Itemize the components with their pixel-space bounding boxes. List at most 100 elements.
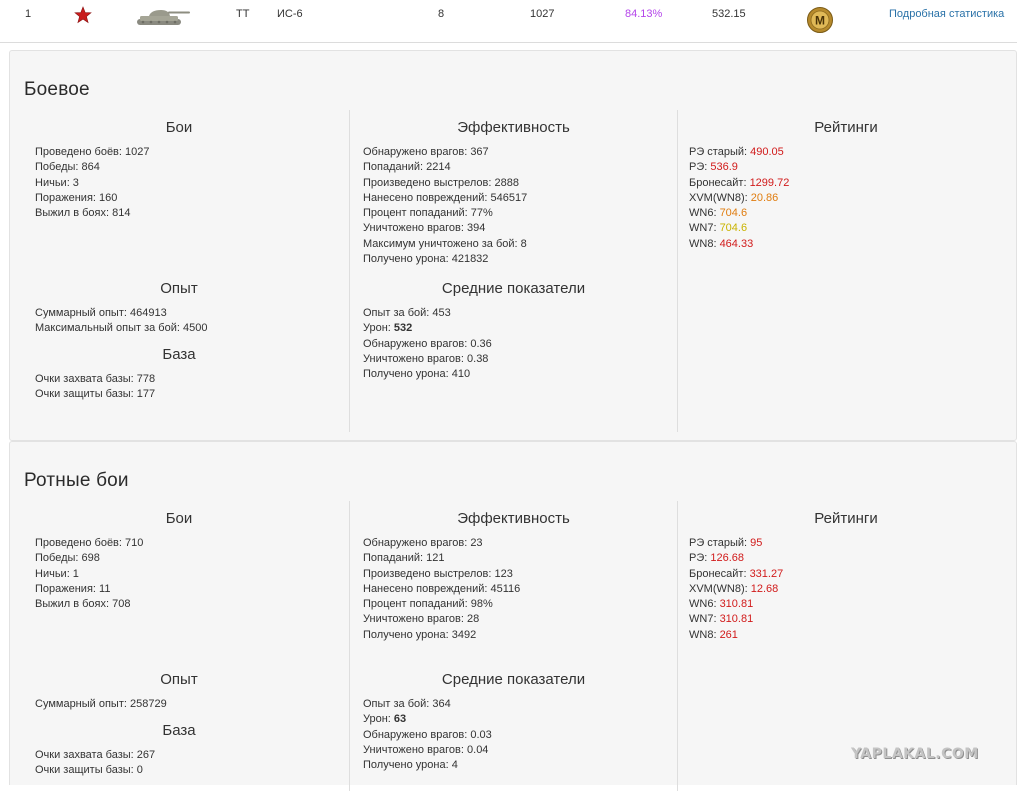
rating-row: WN7: 310.81: [689, 613, 754, 626]
list-item: Проведено боёв: 710: [35, 537, 144, 549]
section-title-averages: Средние показатели: [441, 671, 586, 688]
section-title-averages: Средние показатели: [441, 280, 586, 297]
rating-value: 532.15: [712, 8, 746, 20]
list-item: Произведено выстрелов: 123: [363, 567, 513, 580]
badge-letter: M: [815, 14, 825, 28]
list-item: Получено урона: 410: [363, 368, 471, 381]
list-item: Уничтожено врагов: 0.04: [363, 743, 489, 756]
section-title-experience: Опыт: [160, 671, 198, 688]
rating-row: РЭ: 536.9: [689, 161, 738, 174]
section-title-efficiency: Эффективность: [457, 510, 570, 527]
rating-row: Бронесайт: 331.27: [689, 567, 784, 580]
ratings-list: РЭ старый: 95 РЭ: 126.68 Бронесайт: 331.…: [689, 536, 783, 643]
experience-list: Суммарный опыт: 258729: [35, 697, 167, 712]
rating-value: 95: [750, 537, 763, 549]
list-item: Получено урона: 4: [363, 759, 458, 772]
site-watermark: YAPLAKAL.COM: [851, 746, 979, 762]
list-item: Уничтожено врагов: 0.38: [363, 352, 489, 365]
rating-value: 331.27: [749, 567, 784, 580]
rating-row: РЭ: 126.68: [689, 552, 745, 565]
list-item: Обнаружено врагов: 0.36: [363, 337, 492, 350]
panel-random-battles: Боевое Бои Проведено боёв: 1027 Победы: …: [9, 50, 1017, 441]
panel-title: Ротные бои: [24, 470, 129, 491]
efficiency-list: Обнаружено врагов: 367 Попаданий: 2214 П…: [363, 145, 527, 267]
battles-list: Проведено боёв: 710 Победы: 698 Ничьи: 1…: [35, 536, 143, 612]
column-battles: Бои Проведено боёв: 710 Победы: 698 Ничь…: [10, 501, 348, 791]
rating-value: 310.81: [719, 598, 754, 611]
section-title-ratings: Рейтинги: [814, 119, 878, 136]
list-item: Проведено боёв: 1027: [35, 146, 150, 158]
list-item: Очки захвата базы: 778: [35, 373, 156, 385]
column-efficiency: Эффективность Обнаружено врагов: 367 Поп…: [349, 110, 678, 432]
rating-value: 12.68: [750, 582, 779, 595]
section-title-battles: Бои: [165, 119, 193, 136]
list-item: Очки защиты базы: 177: [35, 388, 156, 401]
rating-value: 310.81: [719, 613, 754, 626]
list-item: Урон: 63: [363, 713, 407, 726]
win-rate: 84.13%: [625, 8, 663, 20]
section-title-base: База: [162, 346, 196, 363]
list-item: Получено урона: 3492: [363, 628, 477, 641]
panel-company-battles: Ротные бои Бои Проведено боёв: 710 Побед…: [9, 441, 1017, 791]
rating-value: 464.33: [719, 237, 754, 250]
section-title-experience: Опыт: [160, 280, 198, 297]
rating-value: 261: [719, 628, 738, 641]
tank-name: ИС-6: [277, 8, 303, 20]
rating-row: WN7: 704.6: [689, 222, 748, 235]
list-item: Обнаружено врагов: 0.03: [363, 728, 492, 741]
ratings-list: РЭ старый: 490.05 РЭ: 536.9 Бронесайт: 1…: [689, 145, 789, 252]
experience-list: Суммарный опыт: 464913 Максимальный опыт…: [35, 306, 207, 337]
rating-row: XVM(WN8): 12.68: [689, 582, 779, 595]
rating-row: WN6: 704.6: [689, 207, 748, 220]
list-item: Произведено выстрелов: 2888: [363, 176, 519, 189]
rank-number: 1: [25, 8, 32, 20]
base-list: Очки захвата базы: 267 Очки защиты базы:…: [35, 748, 155, 779]
tank-silhouette-icon: [135, 6, 191, 28]
tank-summary-row: 1 ТТ ИС-6 8 1027 84.13% 532.15 M Подробн…: [0, 0, 1017, 43]
column-ratings: Рейтинги РЭ старый: 490.05 РЭ: 536.9 Бро…: [677, 110, 1015, 432]
list-item: Обнаружено врагов: 367: [363, 146, 489, 158]
list-item: Опыт за бой: 453: [363, 307, 451, 319]
list-item: Максимальный опыт за бой: 4500: [35, 322, 208, 335]
rating-value: 1299.72: [749, 176, 790, 189]
rating-row: WN8: 464.33: [689, 237, 754, 250]
list-item: Обнаружено врагов: 23: [363, 537, 483, 549]
mastery-badge-icon: M: [806, 6, 834, 34]
list-item: Урон: 532: [363, 322, 413, 335]
list-item: Максимум уничтожено за бой: 8: [363, 237, 527, 250]
rating-value: 704.6: [719, 207, 748, 220]
rating-row: WN6: 310.81: [689, 598, 754, 611]
list-item: Попаданий: 2214: [363, 161, 451, 174]
column-ratings: Рейтинги РЭ старый: 95 РЭ: 126.68 Бронес…: [677, 501, 1015, 791]
rating-row: XVM(WN8): 20.86: [689, 191, 779, 204]
rating-value: 20.86: [750, 191, 779, 204]
list-item: Нанесено повреждений: 45116: [363, 582, 521, 595]
section-title-base: База: [162, 722, 196, 739]
section-title-battles: Бои: [165, 510, 193, 527]
panel-title: Боевое: [24, 79, 90, 100]
list-item: Поражения: 160: [35, 191, 118, 204]
averages-list: Опыт за бой: 364 Урон: 63 Обнаружено вра…: [363, 697, 492, 773]
list-item: Суммарный опыт: 258729: [35, 698, 167, 710]
list-item: Ничьи: 1: [35, 567, 79, 580]
list-item: Опыт за бой: 364: [363, 698, 451, 710]
list-item: Получено урона: 421832: [363, 253, 489, 266]
list-item: Попаданий: 121: [363, 552, 445, 565]
list-item: Победы: 864: [35, 161, 100, 174]
list-item: Процент попаданий: 98%: [363, 598, 493, 611]
rating-value: 490.05: [750, 146, 784, 158]
list-item: Нанесено повреждений: 546517: [363, 191, 528, 204]
rating-row: Бронесайт: 1299.72: [689, 176, 790, 189]
detailed-stats-link[interactable]: Подробная статистика: [889, 8, 1005, 20]
list-item: Очки защиты базы: 0: [35, 764, 143, 777]
list-item: Уничтожено врагов: 394: [363, 222, 486, 235]
rating-value: 536.9: [710, 161, 738, 174]
list-item: Уничтожено врагов: 28: [363, 613, 480, 626]
rating-row: РЭ старый: 490.05: [689, 146, 784, 158]
list-item: Суммарный опыт: 464913: [35, 307, 167, 319]
battles-count: 1027: [530, 8, 555, 20]
rating-row: WN8: 261: [689, 628, 738, 641]
battles-list: Проведено боёв: 1027 Победы: 864 Ничьи: …: [35, 145, 150, 221]
list-item: Выжил в боях: 814: [35, 207, 131, 220]
rating-value: 704.6: [719, 222, 748, 235]
